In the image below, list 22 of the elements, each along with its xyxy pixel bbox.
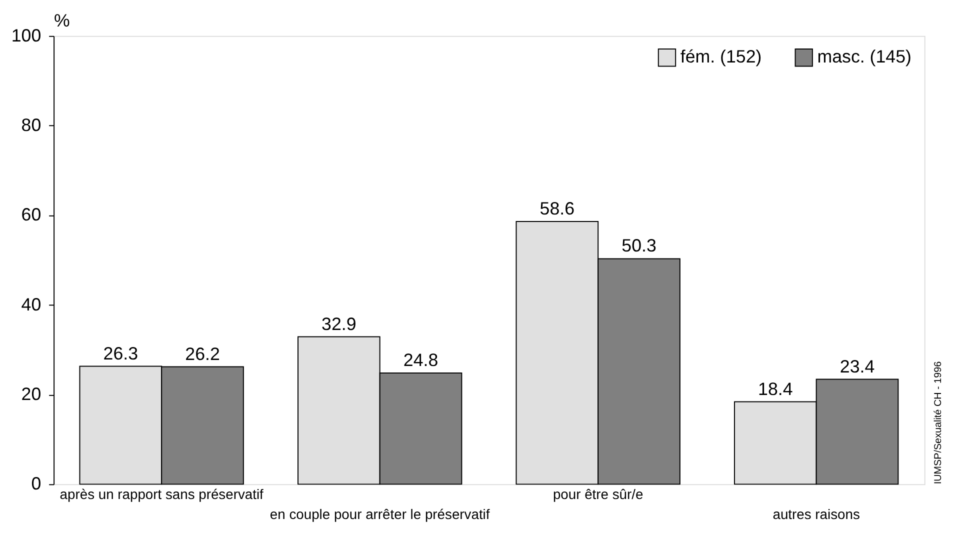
legend-label: fém. (152) — [680, 46, 762, 67]
data-label: 26.3 — [103, 343, 138, 364]
y-tick-label: 40 — [21, 294, 42, 314]
y-tick-label: 0 — [31, 474, 42, 494]
y-tick-label: 60 — [21, 204, 42, 225]
data-label: 32.9 — [322, 314, 356, 334]
data-label: 26.2 — [185, 344, 220, 364]
legend-label: masc. (145) — [817, 46, 912, 67]
x-tick-label: autres raisons — [772, 506, 860, 522]
text: IUMSP/Sexualité CH - 1996 — [933, 360, 944, 484]
x-tick-label: en couple pour arrêter le préservatif — [270, 506, 490, 522]
data-label: 24.8 — [403, 350, 438, 370]
data-label: 18.4 — [758, 378, 793, 399]
y-tick-label: 20 — [21, 384, 42, 404]
data-label: 58.6 — [540, 198, 575, 219]
y-tick-label: 100 — [11, 25, 42, 46]
y-axis-title: % — [54, 10, 70, 30]
data-label: 50.3 — [622, 236, 656, 256]
y-tick-label: 80 — [21, 115, 42, 136]
x-tick-label: pour être sûr/e — [552, 486, 644, 502]
x-tick-label: après un rapport sans préservatif — [60, 486, 264, 502]
data-label: 23.4 — [840, 356, 875, 376]
